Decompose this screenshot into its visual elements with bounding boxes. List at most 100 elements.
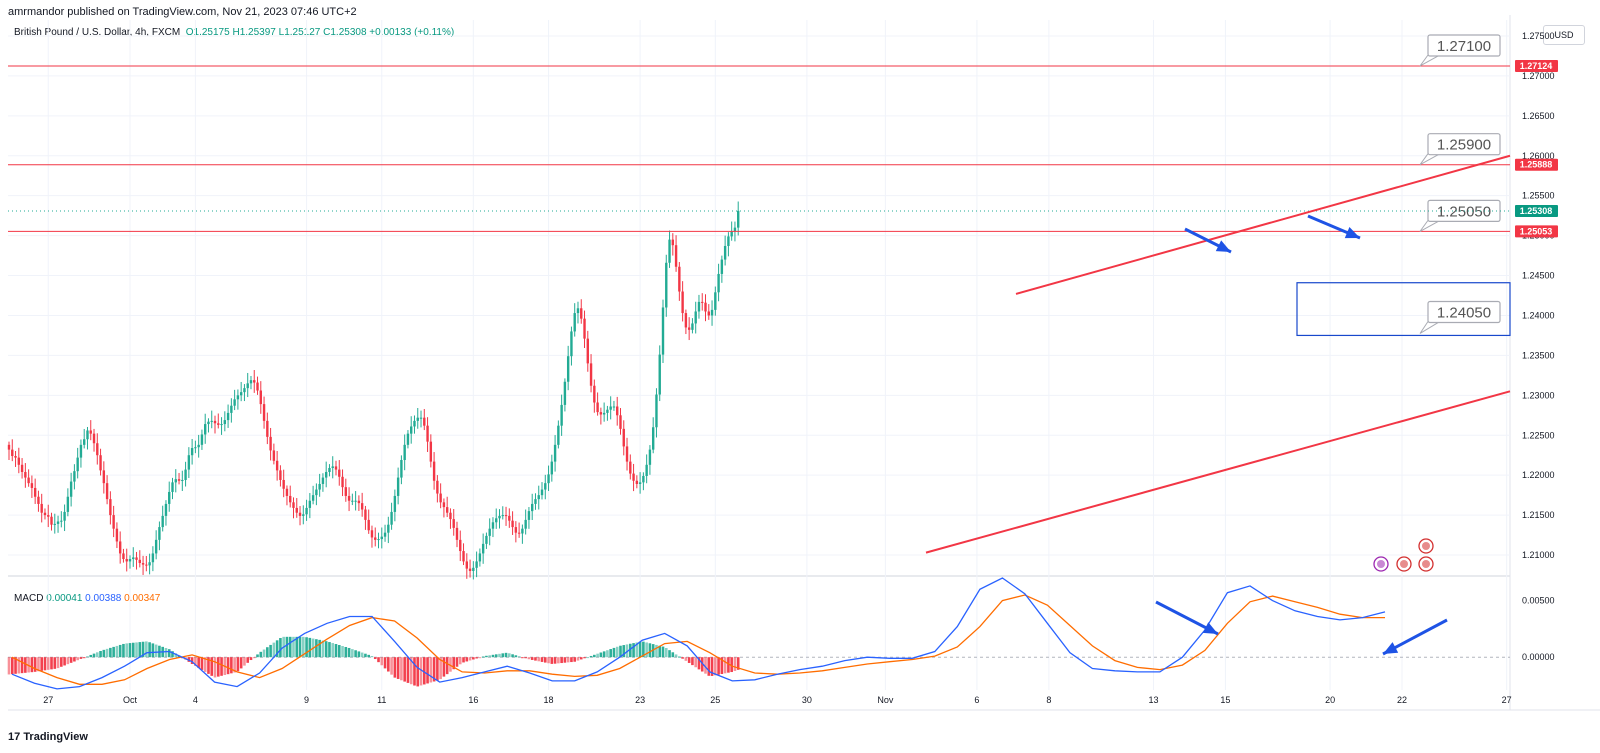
macd-histogram-bar bbox=[550, 657, 554, 664]
macd-histogram-bar bbox=[406, 657, 410, 683]
macd-histogram-bar bbox=[400, 657, 403, 681]
macd-histogram-bar bbox=[612, 647, 616, 658]
candle-body bbox=[445, 507, 449, 513]
candle-body bbox=[465, 561, 468, 569]
macd-histogram-bar bbox=[422, 657, 426, 685]
macd-histogram-bar bbox=[275, 640, 279, 658]
candlestick-series bbox=[7, 201, 740, 580]
price-tick-label: 1.22500 bbox=[1522, 430, 1555, 440]
macd-histogram-bar bbox=[658, 645, 662, 658]
macd-histogram-bar bbox=[439, 657, 442, 680]
macd-histogram-bar bbox=[576, 657, 580, 661]
candle-body bbox=[599, 412, 603, 415]
candle-body bbox=[517, 532, 521, 534]
candle-body bbox=[720, 259, 724, 274]
candle-body bbox=[645, 464, 648, 476]
candle-body bbox=[289, 495, 292, 503]
tradingview-logo[interactable]: 17 TradingView bbox=[8, 731, 88, 743]
candle-body bbox=[102, 470, 106, 484]
macd-histogram-bar bbox=[213, 657, 217, 678]
candle-body bbox=[256, 382, 259, 391]
candle-body bbox=[468, 568, 472, 572]
macd-tick-label: 0.00000 bbox=[1522, 652, 1555, 662]
candle-body bbox=[220, 424, 223, 426]
macd-histogram-bar bbox=[295, 636, 299, 658]
macd-title[interactable]: MACD bbox=[14, 593, 44, 604]
candle-body bbox=[380, 536, 383, 540]
macd-histogram-bar bbox=[324, 641, 328, 658]
macd-histogram-bar bbox=[547, 657, 550, 664]
time-tick-label: 27 bbox=[1502, 695, 1512, 705]
candle-body bbox=[86, 430, 89, 440]
candle-body bbox=[495, 518, 498, 523]
macd-histogram-bar bbox=[86, 656, 89, 658]
callout-box bbox=[1427, 300, 1501, 324]
candle-body bbox=[723, 245, 727, 260]
candle-body bbox=[282, 479, 285, 489]
macd-histogram-bar bbox=[33, 657, 37, 672]
candle-body bbox=[364, 509, 367, 520]
macd-histogram-bar bbox=[449, 657, 452, 672]
macd-histogram-bar bbox=[684, 657, 688, 661]
macd-histogram-bar bbox=[730, 657, 733, 673]
macd-histogram-bar bbox=[305, 637, 308, 658]
macd-line-value: 0.00388 bbox=[85, 593, 122, 604]
candle-body bbox=[187, 455, 191, 470]
macd-histogram-bar bbox=[246, 657, 250, 663]
candle-body bbox=[20, 464, 24, 472]
candle-body bbox=[125, 559, 128, 562]
macd-histogram-bar bbox=[710, 657, 714, 676]
macd-line bbox=[11, 577, 1386, 690]
macd-histogram-bar bbox=[131, 642, 135, 658]
candle-body bbox=[691, 323, 694, 330]
macd-histogram-bar bbox=[387, 657, 390, 672]
candle-body bbox=[112, 515, 115, 529]
price-tick-label: 1.26500 bbox=[1522, 111, 1555, 121]
candle-body bbox=[30, 483, 34, 488]
candle-body bbox=[403, 444, 406, 461]
macd-histogram-bar bbox=[226, 657, 230, 675]
arrow-head bbox=[1215, 240, 1231, 252]
candle-body bbox=[122, 553, 125, 560]
macd-histogram-bar bbox=[524, 657, 527, 659]
macd-histogram-bar bbox=[112, 646, 115, 658]
candle-body bbox=[651, 427, 655, 450]
candle-body bbox=[174, 479, 177, 483]
candle-body bbox=[370, 530, 374, 538]
candle-body bbox=[472, 567, 475, 572]
macd-histogram-bar bbox=[504, 652, 508, 658]
lower-trendline bbox=[925, 390, 1511, 554]
candle-body bbox=[115, 528, 119, 542]
macd-histogram-bar bbox=[105, 648, 109, 658]
symbol-title[interactable]: British Pound / U.S. Dollar, 4h, FXCM bbox=[14, 27, 181, 38]
candle-body bbox=[96, 443, 99, 456]
macd-histogram-bar bbox=[233, 657, 236, 673]
candle-body bbox=[308, 500, 312, 508]
candle-body bbox=[697, 301, 701, 312]
candle-body bbox=[197, 444, 200, 448]
time-tick-label: 30 bbox=[802, 695, 812, 705]
candle-body bbox=[318, 483, 321, 490]
candle-body bbox=[351, 500, 354, 502]
macd-histogram-bar bbox=[635, 642, 639, 658]
low-value: 1.25127 bbox=[284, 27, 321, 38]
candle-body bbox=[537, 495, 540, 500]
candle-body bbox=[629, 461, 632, 474]
candle-body bbox=[619, 415, 622, 429]
macd-histogram-bar bbox=[380, 657, 384, 666]
candle-body bbox=[344, 487, 348, 496]
macd-histogram-bar bbox=[540, 657, 544, 662]
macd-histogram-bar bbox=[321, 640, 325, 658]
candle-body bbox=[230, 405, 233, 413]
macd-histogram-bar bbox=[537, 657, 541, 662]
candle-body bbox=[92, 433, 96, 444]
macd-tick-label: 0.00500 bbox=[1522, 596, 1555, 606]
macd-histogram-bar bbox=[622, 645, 626, 658]
ohlc-values: O1.25175 H1.25397 L1.25127 C1.25308 +0.0… bbox=[183, 27, 454, 38]
currency-button[interactable]: USD bbox=[1543, 25, 1585, 45]
candle-body bbox=[338, 469, 341, 477]
candle-body bbox=[580, 308, 583, 319]
us-flag-event-icon-fill bbox=[1422, 560, 1430, 568]
candle-body bbox=[177, 479, 181, 481]
